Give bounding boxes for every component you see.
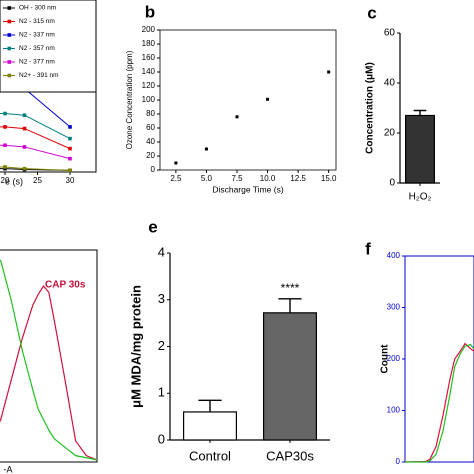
legend-marker — [7, 19, 12, 24]
legend-marker — [7, 73, 12, 78]
error-bar — [198, 399, 222, 412]
plot-frame — [0, 249, 98, 463]
error-bar — [413, 109, 427, 116]
bar — [183, 411, 238, 441]
plot-frame — [404, 255, 474, 463]
y-axis-label: μM MDA/mg protein — [128, 285, 143, 408]
error-bar — [278, 298, 302, 313]
y-axis-label: Concentration (μM) — [365, 62, 376, 154]
point — [235, 115, 239, 119]
y-tick-label: 200 — [142, 25, 156, 34]
x-tick-label: 25 — [33, 176, 42, 185]
y-tick-label: 3 — [158, 291, 165, 306]
series-line — [0, 285, 98, 461]
legend-marker — [7, 6, 12, 10]
bar — [405, 114, 436, 184]
panel-label: b — [145, 2, 155, 21]
x-tick-label: H₂O₂ — [409, 192, 432, 203]
annotation: CAP 30s — [45, 280, 86, 291]
y-tick-label: 140 — [142, 67, 156, 76]
y-axis-label: Count — [380, 344, 391, 374]
legend-label: N2 - 357 nm — [19, 45, 55, 52]
y-tick-label: 300 — [387, 303, 401, 312]
y-tick-label: 40 — [146, 137, 155, 146]
point — [22, 126, 27, 131]
y-tick-label: 0 — [151, 165, 156, 174]
x-axis-label: Discharge Time (s) — [212, 184, 283, 194]
bar — [263, 312, 318, 441]
x-axis-label: e (s) — [5, 176, 23, 186]
legend-label: N2 - 315 nm — [19, 18, 55, 25]
point — [327, 70, 331, 74]
annotation: **** — [281, 281, 300, 295]
legend-marker — [7, 60, 12, 64]
panel-label: c — [367, 3, 376, 22]
point — [22, 166, 27, 171]
x-tick-label: 7.5 — [231, 174, 243, 183]
series-line — [0, 166, 71, 171]
point — [3, 165, 7, 169]
series-line — [0, 259, 98, 461]
y-tick-label: 60 — [384, 28, 396, 39]
point — [68, 146, 72, 151]
point — [68, 136, 72, 141]
point — [3, 143, 7, 148]
x-tick-label: 2.5 — [170, 174, 182, 183]
y-tick-label: 0 — [158, 431, 165, 446]
x-tick-label: Control — [189, 448, 231, 463]
point — [174, 161, 178, 165]
y-tick-label: 200 — [387, 354, 401, 363]
plot-frame — [159, 29, 337, 171]
y-tick-label: 0 — [389, 178, 395, 189]
series-line — [405, 343, 474, 463]
y-tick-label: 60 — [146, 123, 155, 132]
y-tick-label: 4 — [158, 244, 165, 259]
y-tick-label: 160 — [142, 53, 156, 62]
x-tick-label: CAP30s — [266, 448, 314, 463]
point — [68, 125, 72, 129]
x-tick-label: 12.5 — [290, 174, 306, 183]
point — [22, 113, 27, 118]
series-line — [0, 113, 71, 140]
y-tick-label: 2 — [158, 338, 165, 353]
x-tick-label: 20 — [1, 176, 10, 185]
point — [3, 111, 7, 116]
panel-label: f — [365, 239, 371, 258]
legend-box — [0, 0, 97, 93]
legend-label: N2 - 337 nm — [19, 32, 55, 39]
y-tick-label: 1 — [158, 385, 165, 400]
y-tick-label: 100 — [142, 95, 156, 104]
x-tick-label: 30 — [66, 176, 75, 185]
legend-marker — [7, 46, 12, 51]
y-tick-label: 0 — [396, 457, 401, 466]
legend-label: N2+ - 391 nm — [19, 72, 59, 79]
panel-label: e — [148, 217, 157, 236]
x-axis-label: -A — [4, 464, 13, 474]
point — [22, 145, 27, 149]
y-tick-label: 20 — [146, 151, 155, 160]
x-tick-label: 10.0 — [260, 174, 276, 183]
y-tick-label: 180 — [142, 39, 156, 48]
series-line — [0, 144, 71, 160]
y-tick-label: 20 — [384, 128, 396, 139]
point — [266, 97, 270, 101]
legend-label: N2 - 377 nm — [19, 59, 55, 66]
y-tick-label: 100 — [387, 406, 401, 415]
point — [68, 156, 72, 161]
legend-label: OH - 300 nm — [19, 5, 56, 12]
y-axis-label: Ozone Concentration (ppm) — [125, 50, 134, 149]
y-tick-label: 40 — [384, 78, 396, 89]
series-line — [0, 126, 71, 150]
y-tick-label: 80 — [146, 109, 155, 118]
point — [3, 125, 7, 129]
x-tick-label: 15.0 — [321, 174, 337, 183]
y-tick-label: 400 — [387, 251, 401, 260]
point — [68, 168, 72, 173]
legend-marker — [7, 33, 12, 37]
x-tick-label: 5.0 — [201, 174, 213, 183]
point — [204, 147, 208, 151]
y-tick-label: 120 — [142, 81, 156, 90]
